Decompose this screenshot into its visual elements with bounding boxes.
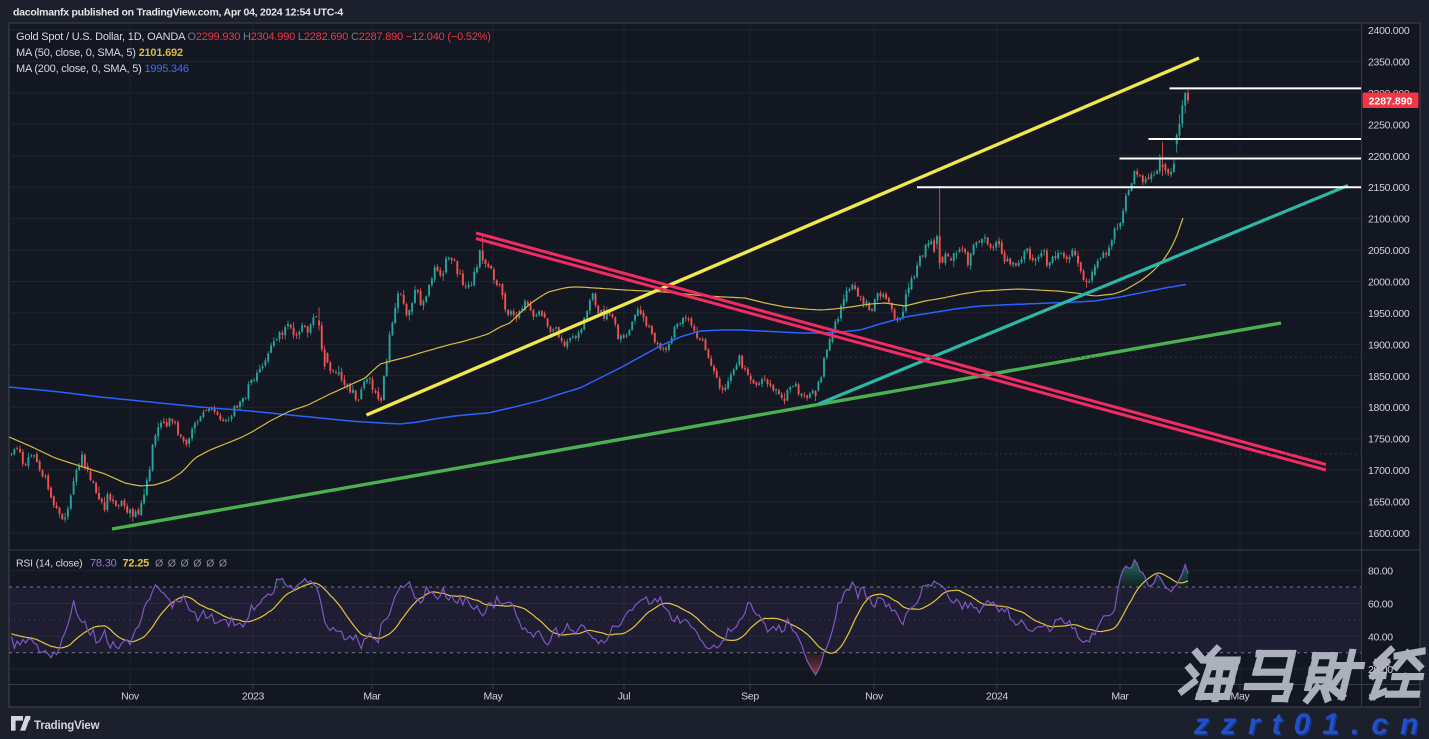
svg-text:2200.000: 2200.000: [1368, 151, 1410, 163]
svg-text:MA (50, close, 0, SMA, 5) 2101: MA (50, close, 0, SMA, 5) 2101.692: [16, 47, 183, 59]
svg-text:Mar: Mar: [363, 691, 381, 703]
svg-text:2287.890: 2287.890: [1369, 95, 1413, 107]
svg-text:May: May: [484, 691, 504, 703]
svg-text:2024: 2024: [986, 691, 1009, 703]
svg-text:60.00: 60.00: [1368, 598, 1393, 610]
svg-text:Sep: Sep: [741, 691, 759, 703]
svg-text:Nov: Nov: [121, 691, 140, 703]
svg-text:2350.000: 2350.000: [1368, 56, 1410, 68]
svg-text:1700.000: 1700.000: [1368, 465, 1410, 477]
svg-text:RSI (14, close): RSI (14, close): [16, 558, 82, 570]
svg-text:2400.000: 2400.000: [1368, 25, 1410, 37]
svg-text:2050.000: 2050.000: [1368, 245, 1410, 257]
svg-text:40.00: 40.00: [1368, 631, 1393, 643]
svg-text:Jul: Jul: [618, 691, 631, 703]
svg-text:ØØØØØØ: ØØØØØØ: [155, 558, 232, 570]
svg-text:1750.000: 1750.000: [1368, 434, 1410, 446]
svg-text:Nov: Nov: [865, 691, 884, 703]
svg-text:1900.000: 1900.000: [1368, 339, 1410, 351]
svg-text:78.30: 78.30: [90, 558, 117, 570]
svg-text:2150.000: 2150.000: [1368, 182, 1410, 194]
svg-text:2023: 2023: [242, 691, 265, 703]
svg-text:TradingView: TradingView: [34, 720, 100, 732]
svg-text:May: May: [1231, 691, 1251, 703]
svg-text:2100.000: 2100.000: [1368, 214, 1410, 226]
svg-text:1600.000: 1600.000: [1368, 528, 1410, 540]
svg-text:1800.000: 1800.000: [1368, 402, 1410, 414]
svg-text:72.25: 72.25: [123, 558, 150, 570]
svg-text:zzrt01.cn: zzrt01.cn: [1193, 708, 1429, 739]
svg-text:1850.000: 1850.000: [1368, 371, 1410, 383]
svg-text:1950.000: 1950.000: [1368, 308, 1410, 320]
svg-text:2250.000: 2250.000: [1368, 119, 1410, 131]
svg-text:2000.000: 2000.000: [1368, 277, 1410, 289]
svg-text:zzrt01.cn: zzrt01.cn: [1195, 710, 1429, 739]
svg-text:dacolmanfx published on Tradin: dacolmanfx published on TradingView.com,…: [13, 7, 343, 19]
svg-text:MA (200, close, 0, SMA, 5) 199: MA (200, close, 0, SMA, 5) 1995.346: [16, 63, 189, 75]
svg-text:80.00: 80.00: [1368, 566, 1393, 578]
svg-text:Mar: Mar: [1111, 691, 1129, 703]
svg-text:Gold Spot / U.S. Dollar, 1D, O: Gold Spot / U.S. Dollar, 1D, OANDA O2299…: [16, 31, 491, 43]
svg-text:1650.000: 1650.000: [1368, 497, 1410, 509]
